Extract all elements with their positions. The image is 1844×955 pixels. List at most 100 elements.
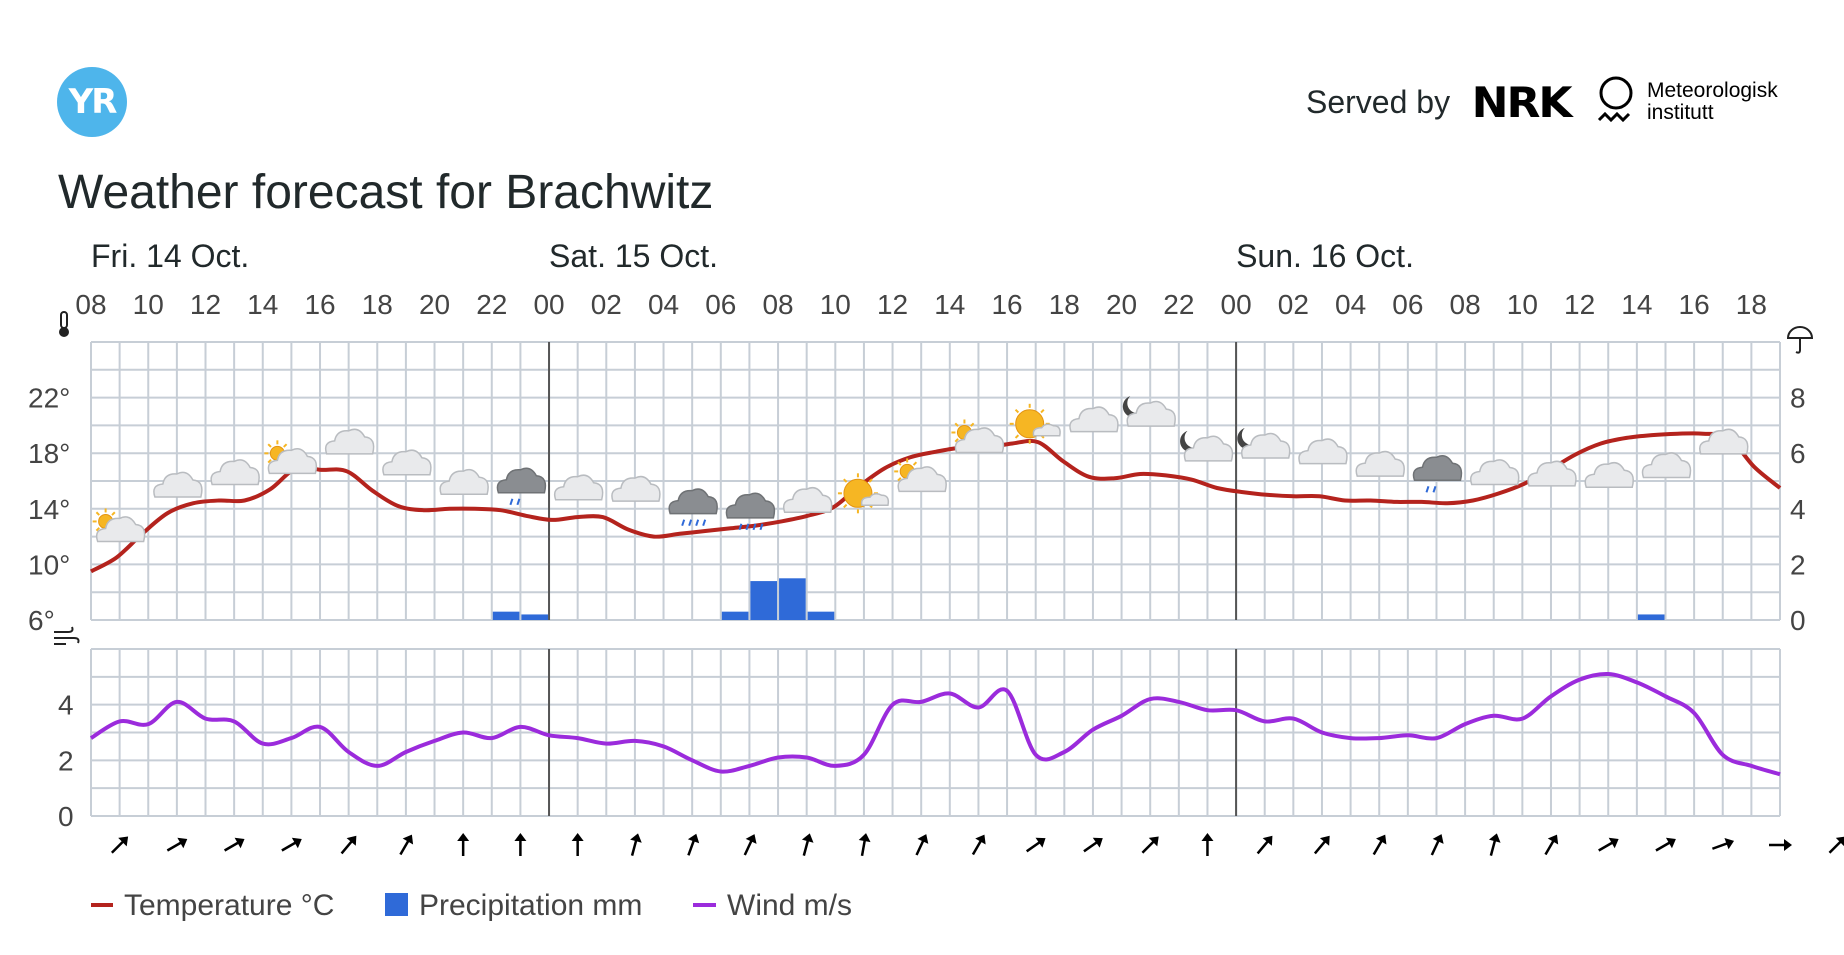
weather-symbol-cloudy xyxy=(1298,438,1348,465)
hour-tick-label: 18 xyxy=(1736,289,1767,320)
yr-logo[interactable]: YR xyxy=(57,67,127,137)
hour-tick-label: 20 xyxy=(1106,289,1137,320)
weather-symbol-cloudy xyxy=(1469,459,1520,486)
precip-tick-label: 6 xyxy=(1790,438,1806,469)
legend-wind-label: Wind m/s xyxy=(727,889,852,922)
weather-symbol-partly-cloudy-day xyxy=(894,458,947,493)
weather-symbol-cloudy xyxy=(611,475,661,502)
temperature-line xyxy=(90,431,1782,574)
weather-symbol-cloudy xyxy=(210,459,260,486)
temp-tick-label: 6° xyxy=(28,605,55,636)
precipitation-bar xyxy=(1637,614,1665,620)
hour-tick-label: 00 xyxy=(533,289,564,320)
weather-symbol-partly-cloudy-day xyxy=(92,508,146,543)
precipitation-bar xyxy=(779,578,806,620)
weather-symbol-rain xyxy=(725,492,776,531)
hour-tick-label: 16 xyxy=(304,289,335,320)
legend-precipitation-swatch xyxy=(385,893,408,916)
wind-direction-arrow xyxy=(340,835,357,855)
yr-logo-text: YR xyxy=(68,82,118,122)
hour-tick-label: 20 xyxy=(419,289,450,320)
weather-symbol-cloudy xyxy=(153,471,203,498)
wind-direction-arrow xyxy=(915,834,929,856)
wind-direction-arrow xyxy=(801,833,814,856)
wind-direction-arrow xyxy=(1083,837,1103,853)
met-line2: institutt xyxy=(1647,101,1714,124)
precipitation-bar xyxy=(750,581,778,620)
hour-tick-label: 12 xyxy=(877,289,908,320)
hour-tick-label: 04 xyxy=(648,289,679,320)
day-label: Fri. 14 Oct. xyxy=(91,238,249,274)
hour-tick-label: 08 xyxy=(1450,289,1481,320)
hour-tick-label: 22 xyxy=(476,289,507,320)
weather-symbol-cloudy xyxy=(553,474,604,501)
weather-symbol-partly-cloudy-night xyxy=(1237,428,1291,459)
hour-tick-label: 14 xyxy=(934,289,965,320)
met-institute-icon xyxy=(1597,76,1633,123)
hour-tick-label: 10 xyxy=(133,289,164,320)
hour-tick-label: 14 xyxy=(247,289,278,320)
precipitation-bar xyxy=(721,611,749,620)
wind-direction-arrow xyxy=(1769,839,1792,851)
precipitation-bars xyxy=(492,578,1665,620)
wind-icon xyxy=(54,626,80,645)
wind-direction-arrow xyxy=(1544,834,1559,856)
thermometer-icon xyxy=(59,311,69,337)
wind-direction-arrow xyxy=(1598,837,1619,852)
met-institute-logo[interactable]: Meteorologisk institutt xyxy=(1647,80,1778,124)
temp-tick-label: 10° xyxy=(28,549,70,580)
day-label: Sat. 15 Oct. xyxy=(549,238,718,274)
wind-direction-arrow xyxy=(630,833,642,856)
wind-direction-arrow xyxy=(110,836,129,854)
hour-tick-label: 04 xyxy=(1335,289,1366,320)
hour-tick-label: 22 xyxy=(1163,289,1194,320)
precip-tick-label: 2 xyxy=(1790,549,1806,580)
hour-tick-label: 14 xyxy=(1621,289,1652,320)
weather-symbol-cloudy xyxy=(1641,452,1692,479)
wind-direction-arrow xyxy=(1488,833,1501,856)
met-line1: Meteorologisk xyxy=(1647,79,1778,102)
wind-direction-arrow xyxy=(1141,836,1159,854)
wind-direction-arrow xyxy=(1256,835,1273,855)
wind-direction-arrow xyxy=(1372,834,1387,856)
wind-direction-arrow xyxy=(1828,836,1844,854)
wind-direction-arrow xyxy=(223,837,245,852)
weather-symbol-fair-day xyxy=(1009,403,1061,444)
hour-tick-label: 02 xyxy=(1278,289,1309,320)
weather-symbol-light-rain xyxy=(1412,455,1463,493)
hour-tick-label: 10 xyxy=(820,289,851,320)
wind-direction-arrow xyxy=(971,834,986,856)
umbrella-icon xyxy=(1786,326,1814,354)
wind-direction-arrow xyxy=(1655,837,1676,852)
precipitation-bar xyxy=(807,611,835,620)
wind-direction-arrow xyxy=(1201,833,1214,856)
precip-tick-label: 4 xyxy=(1790,494,1806,525)
wind-direction-arrow xyxy=(687,833,700,856)
wind-tick-label: 0 xyxy=(58,801,74,832)
weather-symbol-light-rain xyxy=(496,467,547,506)
weather-symbol-partly-cloudy-night xyxy=(1122,396,1176,427)
wind-tick-label: 2 xyxy=(58,745,74,776)
hour-tick-label: 18 xyxy=(362,289,393,320)
weather-symbol-cloudy xyxy=(324,428,375,455)
wind-direction-arrow xyxy=(1430,834,1444,856)
wind-direction-arrow xyxy=(1025,837,1046,853)
precip-tick-label: 0 xyxy=(1790,605,1806,636)
wind-line xyxy=(89,671,1781,777)
wind-direction-arrow xyxy=(514,833,527,856)
day-label: Sun. 16 Oct. xyxy=(1236,238,1414,274)
hour-tick-label: 18 xyxy=(1049,289,1080,320)
wind-direction-arrow xyxy=(858,833,871,857)
hour-tick-label: 12 xyxy=(1564,289,1595,320)
wind-direction-arrow xyxy=(743,834,757,856)
weather-symbol-rain xyxy=(668,488,718,526)
nrk-logo[interactable]: NRK xyxy=(1471,78,1573,127)
legend-precipitation-label: Precipitation mm xyxy=(419,889,642,922)
wind-direction-arrow xyxy=(281,837,302,852)
hour-tick-label: 02 xyxy=(591,289,622,320)
hour-tick-label: 00 xyxy=(1221,289,1252,320)
hour-tick-label: 16 xyxy=(991,289,1022,320)
hour-tick-label: 10 xyxy=(1507,289,1538,320)
weather-symbol-cloudy xyxy=(382,449,432,476)
grid-lines xyxy=(90,341,1781,817)
